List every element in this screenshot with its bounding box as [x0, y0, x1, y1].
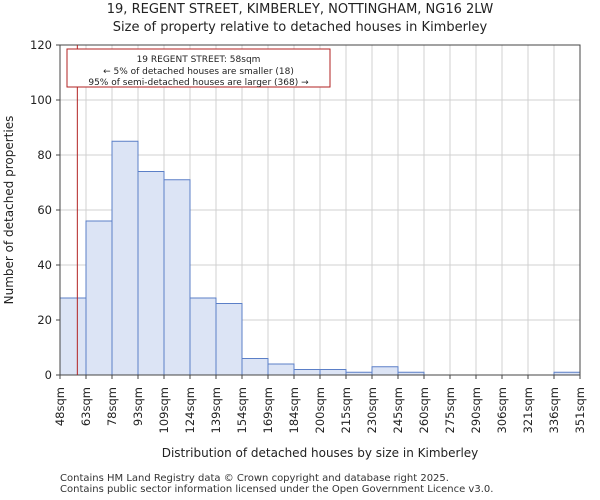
x-tick-label-336sqm: 336sqm: [547, 387, 561, 433]
bar-139sqm: [215, 303, 243, 376]
bar-230sqm: [371, 366, 399, 376]
x-axis-label: Distribution of detached houses by size …: [162, 446, 479, 460]
x-tick-label-139sqm: 139sqm: [209, 387, 223, 433]
x-tick-label-48sqm: 48sqm: [53, 387, 67, 426]
x-tick-label-275sqm: 275sqm: [443, 387, 457, 433]
x-tick-label-63sqm: 63sqm: [79, 387, 93, 426]
y-axis-label: Number of detached properties: [2, 116, 16, 305]
bar-154sqm: [241, 358, 269, 376]
x-axis-ticks: 48sqm 63sqm 78sqm 93sqm 109sqm 124sqm 139sqm 15…: [53, 375, 587, 433]
bar-169sqm: [267, 363, 295, 376]
bar-93sqm: [137, 171, 165, 376]
x-tick-label-200sqm: 200sqm: [313, 387, 327, 433]
bar-63sqm: [85, 220, 113, 376]
x-tick-label-124sqm: 124sqm: [183, 387, 197, 433]
x-tick-label-290sqm: 290sqm: [469, 387, 483, 433]
x-tick-label-154sqm: 154sqm: [235, 387, 249, 433]
x-tick-label-306sqm: 306sqm: [495, 387, 509, 433]
footer-line-1: Contains HM Land Registry data © Crown c…: [60, 473, 449, 484]
x-tick-label-230sqm: 230sqm: [365, 387, 379, 433]
bar-48sqm: [59, 297, 87, 376]
bar-200sqm: [319, 369, 347, 376]
y-tick-label-40: 40: [37, 258, 52, 272]
x-tick-label-169sqm: 169sqm: [261, 387, 275, 433]
y-tick-label-100: 100: [30, 93, 52, 107]
bar-109sqm: [163, 179, 191, 376]
y-tick-label-120: 120: [30, 38, 52, 52]
bar-184sqm: [293, 369, 321, 376]
y-axis-ticks: 0 20 40 60 80 100 120: [30, 38, 60, 382]
chart-title-line-2: Size of property relative to detached ho…: [113, 20, 488, 35]
y-tick-label-80: 80: [37, 148, 52, 162]
x-tick-label-245sqm: 245sqm: [391, 387, 405, 433]
annotation-box: [66, 48, 331, 88]
x-tick-label-351sqm: 351sqm: [573, 387, 587, 433]
annotation-line-3: 95% of semi-detached houses are larger (…: [88, 78, 309, 88]
annotation-line-1: 19 REGENT STREET: 58sqm: [137, 55, 261, 65]
y-tick-label-0: 0: [45, 368, 52, 382]
property-marker: 19 REGENT STREET: 58sqm ← 5% of detached …: [66, 45, 331, 375]
x-tick-label-260sqm: 260sqm: [417, 387, 431, 433]
x-tick-label-109sqm: 109sqm: [157, 387, 171, 433]
chart-title-line-1: 19, REGENT STREET, KIMBERLEY, NOTTINGHAM…: [107, 2, 494, 17]
y-tick-label-60: 60: [37, 203, 52, 217]
bar-78sqm: [111, 140, 139, 376]
footer-line-2: Contains public sector information licen…: [60, 484, 494, 495]
y-tick-label-20: 20: [37, 313, 52, 327]
bars: [59, 140, 581, 376]
x-tick-label-78sqm: 78sqm: [105, 387, 119, 426]
x-tick-label-93sqm: 93sqm: [131, 387, 145, 426]
x-tick-label-184sqm: 184sqm: [287, 387, 301, 433]
bar-124sqm: [189, 297, 217, 376]
x-tick-label-321sqm: 321sqm: [521, 387, 535, 433]
x-tick-label-215sqm: 215sqm: [339, 387, 353, 433]
annotation-line-2: ← 5% of detached houses are smaller (18): [103, 67, 294, 77]
